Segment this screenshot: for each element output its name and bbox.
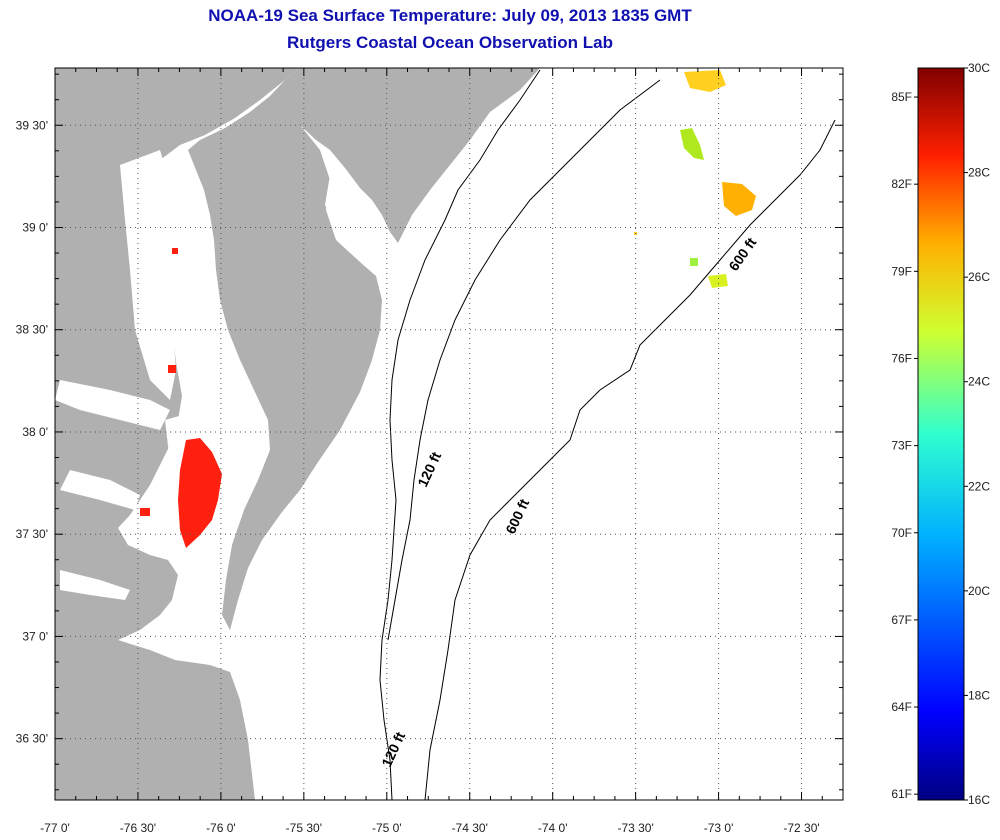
longitude-tick-label: -74 30' (452, 821, 488, 835)
longitude-labels: -77 0' -76 30' -76 0' -75 30' -75 0' -74 30' -… (40, 821, 820, 835)
colorbar-celsius-label: 30C (968, 61, 990, 75)
longitude-tick-label: -73 30' (617, 821, 653, 835)
colorbar-fahrenheit-label: 61F (891, 787, 912, 801)
colorbar-fahrenheit-label: 70F (891, 526, 912, 540)
colorbar-fahrenheit-label: 76F (891, 351, 912, 365)
latitude-tick-label: 38 0' (22, 425, 48, 439)
colorbar-celsius-label: 18C (968, 688, 990, 702)
latitude-tick-label: 39 0' (22, 220, 48, 234)
colorbar (917, 67, 965, 801)
colorbar-celsius-label: 26C (968, 270, 990, 284)
graticule (55, 68, 843, 800)
latitude-tick-label: 36 30' (16, 732, 48, 746)
colorbar-fahrenheit-label: 67F (891, 613, 912, 627)
colorbar-fahrenheit-label: 64F (891, 700, 912, 714)
longitude-tick-label: -75 30' (286, 821, 322, 835)
longitude-tick-label: -77 0' (40, 821, 70, 835)
contour-600ft (424, 119, 836, 800)
map-subtitle: Rutgers Coastal Ocean Observation Lab (287, 33, 613, 52)
latitude-labels: 39 30' 39 0' 38 30' 38 0' 37 30' 37 0' 36 30' (16, 118, 48, 745)
colorbar-fahrenheit-labels: 85F 82F 79F 76F 73F 70F 67F 64F 61F (891, 90, 918, 801)
colorbar-celsius-label: 20C (968, 584, 990, 598)
colorbar-celsius-label: 28C (968, 166, 990, 180)
map-title: NOAA-19 Sea Surface Temperature: July 09… (208, 6, 692, 25)
longitude-tick-label: -76 0' (206, 821, 236, 835)
sst-patch-chesapeake (140, 248, 222, 548)
latitude-tick-label: 37 0' (22, 629, 48, 643)
colorbar-celsius-label: 24C (968, 375, 990, 389)
colorbar-fahrenheit-label: 85F (891, 90, 912, 104)
colorbar-fahrenheit-label: 73F (891, 439, 912, 453)
latitude-tick-label: 38 30' (16, 323, 48, 337)
longitude-tick-label: -72 30' (783, 821, 819, 835)
land-delmarva-nj (188, 68, 540, 630)
contour-120ft (379, 69, 541, 800)
longitude-tick-label: -74 0' (538, 821, 568, 835)
colorbar-fahrenheit-label: 79F (891, 264, 912, 278)
contour-120ft-mid (387, 79, 661, 641)
sst-patch-offshore (634, 70, 756, 288)
frame-ticks (54, 68, 844, 800)
colorbar-celsius-label: 22C (968, 479, 990, 493)
longitude-tick-label: -73 0' (704, 821, 734, 835)
longitude-tick-label: -75 0' (372, 821, 402, 835)
latitude-tick-label: 39 30' (16, 118, 48, 132)
colorbar-celsius-labels: 30C 28C 26C 24C 22C 20C 18C 16C (964, 61, 990, 807)
colorbar-fahrenheit-label: 82F (891, 177, 912, 191)
latitude-tick-label: 37 30' (16, 527, 48, 541)
colorbar-celsius-label: 16C (968, 793, 990, 807)
longitude-tick-label: -76 30' (120, 821, 156, 835)
land-western-shore (55, 68, 300, 800)
